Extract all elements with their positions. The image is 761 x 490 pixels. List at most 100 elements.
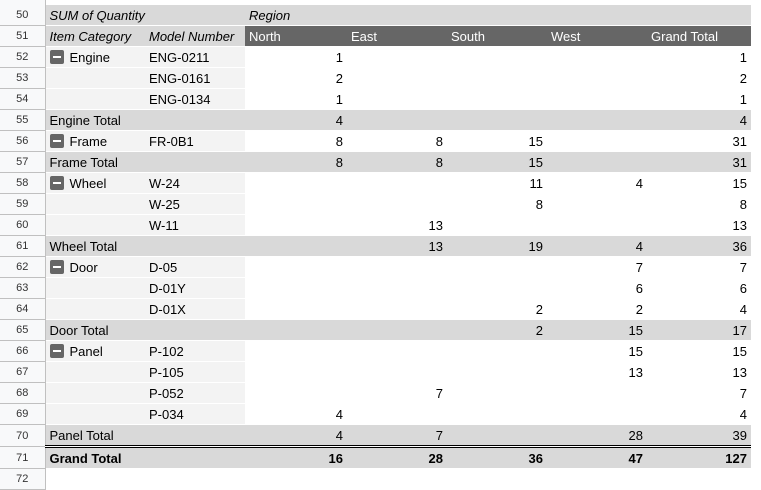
item-category-cell[interactable]	[45, 403, 145, 425]
row-number[interactable]: 55	[0, 109, 46, 131]
model-number-cell[interactable]: ENG-0211	[145, 46, 245, 68]
value-cell-west[interactable]: 7	[635, 259, 643, 275]
row-field-model-number[interactable]: Model Number	[145, 25, 245, 47]
value-cell-west[interactable]: 2	[635, 301, 643, 317]
item-category-cell[interactable]	[45, 88, 145, 110]
row-number[interactable]: 54	[0, 88, 46, 110]
column-header-grand-total[interactable]: Grand Total	[647, 25, 751, 47]
value-cell-south[interactable]: 11	[529, 175, 544, 191]
value-cell-north[interactable]: 4	[245, 109, 347, 131]
value-cell-east[interactable]: 28	[347, 445, 447, 469]
value-cell-grand-total[interactable]: 13	[732, 364, 747, 380]
row-number[interactable]: 71	[0, 446, 46, 469]
value-cell-north[interactable]: 16	[245, 445, 347, 469]
row-number[interactable]: 62	[0, 256, 46, 278]
row-number[interactable]: 72	[0, 468, 46, 490]
value-cell-west[interactable]	[547, 89, 647, 110]
value-cell-east[interactable]	[347, 173, 447, 194]
value-cell-east[interactable]	[347, 278, 447, 299]
value-cell-south[interactable]: 15	[528, 133, 543, 149]
model-number-cell[interactable]: D-01Y	[145, 277, 245, 299]
total-label-cell[interactable]: Engine Total	[45, 109, 245, 131]
item-category-cell[interactable]: Wheel	[45, 172, 145, 194]
value-cell-east[interactable]	[347, 404, 447, 425]
collapse-minus-icon[interactable]	[49, 175, 64, 190]
value-cell-west[interactable]: 4	[635, 175, 643, 191]
row-number[interactable]: 53	[0, 67, 46, 89]
value-cell-south[interactable]: 8	[535, 196, 543, 212]
value-cell-north[interactable]	[245, 362, 347, 383]
model-number-cell[interactable]: W-25	[145, 193, 245, 215]
value-cell-west[interactable]	[547, 68, 647, 89]
total-label-cell[interactable]: Panel Total	[45, 424, 245, 447]
value-cell-south[interactable]	[447, 278, 547, 299]
value-cell-east[interactable]	[347, 194, 447, 215]
item-category-cell[interactable]	[45, 67, 145, 89]
row-number[interactable]: 64	[0, 298, 46, 320]
value-cell-east[interactable]	[347, 109, 447, 131]
value-cell-south[interactable]: 15	[447, 151, 547, 173]
model-number-cell[interactable]: P-105	[145, 361, 245, 383]
item-category-cell[interactable]: Door	[45, 256, 145, 278]
model-number-cell[interactable]: P-052	[145, 382, 245, 404]
value-cell-grand-total[interactable]: 31	[732, 133, 747, 149]
value-cell-west[interactable]	[547, 404, 647, 425]
value-cell-north[interactable]: 4	[335, 406, 343, 422]
model-number-cell[interactable]: D-01X	[145, 298, 245, 320]
value-cell-west[interactable]	[547, 151, 647, 173]
value-cell-south[interactable]	[447, 362, 547, 383]
value-label[interactable]: SUM of Quantity	[45, 5, 245, 26]
value-cell-west[interactable]	[547, 215, 647, 236]
value-cell-west[interactable]	[547, 109, 647, 131]
value-cell-east[interactable]: 13	[347, 235, 447, 257]
value-cell-west[interactable]: 15	[628, 343, 643, 359]
value-cell-grand-total[interactable]: 7	[739, 259, 747, 275]
row-number[interactable]: 69	[0, 403, 46, 425]
value-cell-west[interactable]: 28	[547, 424, 647, 447]
value-cell-north[interactable]: 8	[335, 133, 343, 149]
value-cell-grand-total[interactable]: 15	[732, 175, 747, 191]
value-cell-north[interactable]	[245, 257, 347, 278]
row-number[interactable]: 50	[0, 5, 46, 26]
value-cell-west[interactable]: 47	[547, 445, 647, 469]
value-cell-north[interactable]: 1	[335, 49, 343, 65]
row-field-item-category[interactable]: Item Category	[45, 25, 145, 47]
row-number[interactable]: 52	[0, 46, 46, 68]
row-number[interactable]: 68	[0, 382, 46, 404]
item-category-cell[interactable]: Panel	[45, 340, 145, 362]
value-cell-south[interactable]	[447, 257, 547, 278]
value-cell-south[interactable]	[447, 341, 547, 362]
column-header-north[interactable]: North	[245, 25, 347, 47]
row-number[interactable]: 60	[0, 214, 46, 236]
value-cell-south[interactable]: 2	[535, 301, 543, 317]
item-category-cell[interactable]: Frame	[45, 130, 145, 152]
model-number-cell[interactable]: W-11	[145, 214, 245, 236]
value-cell-west[interactable]: 6	[635, 280, 643, 296]
item-category-cell[interactable]	[45, 382, 145, 404]
value-cell-east[interactable]: 8	[347, 151, 447, 173]
value-cell-east[interactable]	[347, 299, 447, 320]
value-cell-grand-total[interactable]: 31	[647, 151, 751, 173]
collapse-minus-icon[interactable]	[49, 49, 64, 64]
value-cell-west[interactable]: 15	[547, 319, 647, 341]
value-cell-south[interactable]	[447, 383, 547, 404]
item-category-cell[interactable]	[45, 298, 145, 320]
value-cell-west[interactable]	[547, 383, 647, 404]
value-cell-grand-total[interactable]: 2	[739, 70, 747, 86]
value-cell-west[interactable]: 13	[628, 364, 643, 380]
value-cell-south[interactable]	[447, 109, 547, 131]
value-cell-south[interactable]	[447, 68, 547, 89]
total-label-cell[interactable]: Wheel Total	[45, 235, 245, 257]
row-number[interactable]: 65	[0, 319, 46, 341]
value-cell-east[interactable]	[347, 319, 447, 341]
value-cell-south[interactable]: 19	[447, 235, 547, 257]
item-category-cell[interactable]	[45, 361, 145, 383]
row-number[interactable]: 58	[0, 172, 46, 194]
value-cell-north[interactable]	[245, 194, 347, 215]
value-cell-south[interactable]	[447, 215, 547, 236]
column-header-west[interactable]: West	[547, 25, 647, 47]
row-number[interactable]: 67	[0, 361, 46, 383]
value-cell-south[interactable]	[447, 47, 547, 68]
value-cell-east[interactable]	[347, 257, 447, 278]
row-number[interactable]: 63	[0, 277, 46, 299]
